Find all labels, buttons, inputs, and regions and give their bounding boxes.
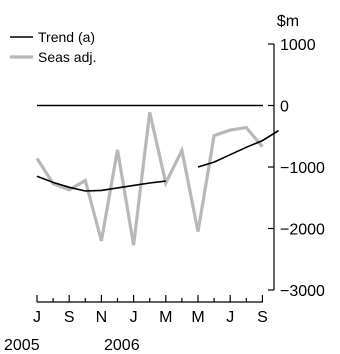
y-axis-ticks: 1000 0 −1000 −2000 −3000 <box>268 37 325 300</box>
x-tick-label: J <box>226 309 234 326</box>
x-tick-label: J <box>33 309 41 326</box>
x-tick-label: S <box>64 309 75 326</box>
x-tick-label: M <box>191 309 204 326</box>
x-tick-label: M <box>159 309 172 326</box>
trend-series-line-segment-0 <box>36 175 166 192</box>
legend-label-seas-adj: Seas adj. <box>38 49 96 65</box>
y-tick-label: 0 <box>280 99 289 116</box>
y-axis-unit-label: $m <box>277 13 299 30</box>
series-layer <box>35 111 279 246</box>
seas-adj-series-line-segment-0 <box>35 111 264 246</box>
y-tick-label: 1000 <box>280 37 316 54</box>
trend-series-line-segment-1 <box>197 130 279 168</box>
year-label-2006: 2006 <box>104 337 140 354</box>
y-tick-label: −1000 <box>280 160 325 177</box>
year-label-2005: 2005 <box>4 337 40 354</box>
x-tick-label: J <box>130 309 138 326</box>
y-tick-label: −2000 <box>280 222 325 239</box>
legend: Trend (a) Seas adj. <box>10 29 96 65</box>
y-tick-label: −3000 <box>280 283 325 300</box>
legend-label-trend: Trend (a) <box>38 29 95 45</box>
x-tick-label: S <box>257 309 268 326</box>
x-tick-label: N <box>96 309 108 326</box>
